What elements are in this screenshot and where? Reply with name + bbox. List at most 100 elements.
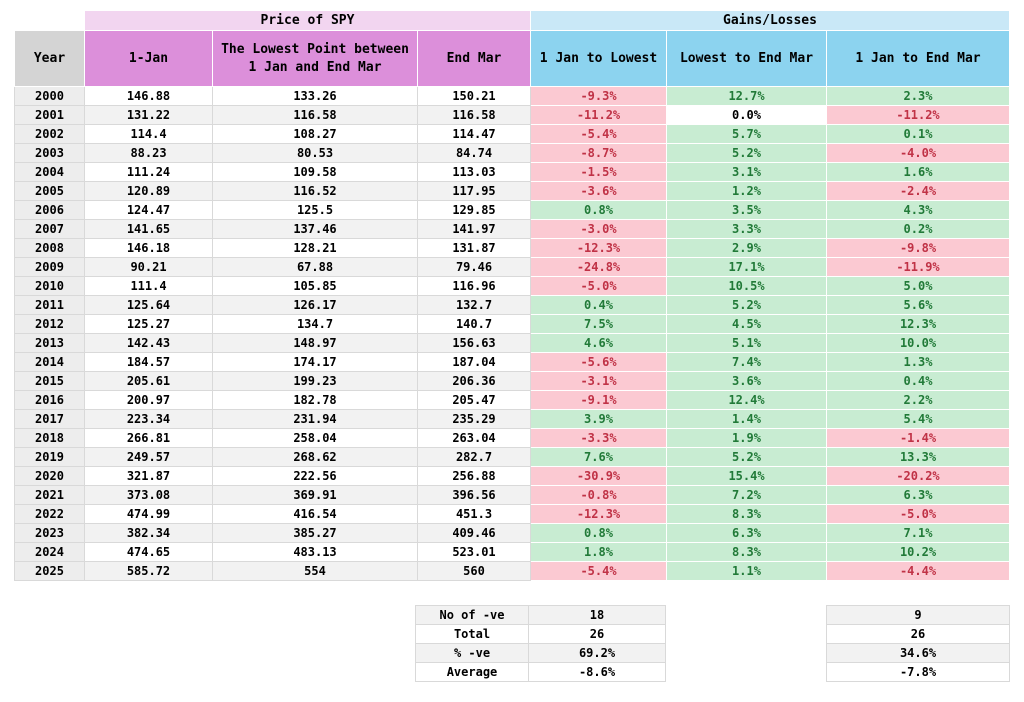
summary-value-1jan-to-lowest: 26 [528,624,666,644]
summary-value-1jan-to-endmar: 9 [826,605,1010,625]
gain-lowest-to-endmar-cell: 8.3% [666,542,827,562]
table-row: 2016 200.97 182.78 205.47 -9.1% 12.4% 2.2% [14,390,1010,410]
gain-lowest-to-endmar-cell: 8.3% [666,504,827,524]
price-lowest-cell: 128.21 [212,238,418,258]
price-1jan-cell: 146.88 [84,86,213,106]
price-endmar-cell: 140.7 [417,314,531,334]
price-lowest-cell: 416.54 [212,504,418,524]
summary-row: Average -8.6% [415,662,666,682]
table-row: 2000 146.88 133.26 150.21 -9.3% 12.7% 2.3% [14,86,1010,106]
price-lowest-cell: 369.91 [212,485,418,505]
gain-1jan-to-lowest-cell: -12.3% [530,504,667,524]
gain-lowest-to-endmar-cell: 1.1% [666,561,827,581]
gain-lowest-to-endmar-cell: 1.9% [666,428,827,448]
summary-row: -7.8% [826,662,1010,682]
year-cell: 2003 [14,143,85,163]
price-endmar-cell: 84.74 [417,143,531,163]
group-header-row: Price of SPY Gains/Losses [14,10,1010,31]
price-lowest-cell: 199.23 [212,371,418,391]
summary-left-body: No of -ve 18 Total 26% -ve 69.2% Average -8.6% [415,605,666,682]
gain-1jan-to-lowest-cell: -3.1% [530,371,667,391]
price-1jan-cell: 223.34 [84,409,213,429]
gain-1jan-to-endmar-cell: 13.3% [826,447,1010,467]
gain-1jan-to-lowest-cell: -8.7% [530,143,667,163]
gain-lowest-to-endmar-cell: 7.4% [666,352,827,372]
spy-price-gains-table: Price of SPY Gains/Losses Year 1-Jan The… [14,10,1010,581]
year-cell: 2019 [14,447,85,467]
price-1jan-cell: 382.34 [84,523,213,543]
gain-1jan-to-lowest-cell: -5.4% [530,561,667,581]
price-endmar-cell: 235.29 [417,409,531,429]
price-endmar-cell: 187.04 [417,352,531,372]
year-cell: 2025 [14,561,85,581]
price-endmar-cell: 116.58 [417,105,531,125]
price-lowest-cell: 182.78 [212,390,418,410]
table-row: 2013 142.43 148.97 156.63 4.6% 5.1% 10.0% [14,333,1010,353]
price-lowest-cell: 80.53 [212,143,418,163]
table-row: 2024 474.65 483.13 523.01 1.8% 8.3% 10.2% [14,542,1010,562]
price-lowest-cell: 116.58 [212,105,418,125]
price-1jan-cell: 90.21 [84,257,213,277]
corner-cell [14,10,85,31]
summary-row: 9 [826,605,1010,625]
gain-1jan-to-endmar-cell: 12.3% [826,314,1010,334]
price-lowest-cell: 231.94 [212,409,418,429]
table-row: 2018 266.81 258.04 263.04 -3.3% 1.9% -1.4% [14,428,1010,448]
year-cell: 2002 [14,124,85,144]
price-endmar-cell: 79.46 [417,257,531,277]
table-row: 2007 141.65 137.46 141.97 -3.0% 3.3% 0.2% [14,219,1010,239]
summary-table-1jan-to-lowest: No of -ve 18 Total 26% -ve 69.2% Average -8.6% [415,605,666,682]
summary-value-1jan-to-lowest: -8.6% [528,662,666,682]
price-endmar-cell: 156.63 [417,333,531,353]
table-row: 2020 321.87 222.56 256.88 -30.9% 15.4% -20.2% [14,466,1010,486]
gains-group-header: Gains/Losses [530,10,1010,31]
gain-1jan-to-lowest-cell: 0.4% [530,295,667,315]
gain-lowest-to-endmar-cell: 17.1% [666,257,827,277]
summary-row: 34.6% [826,643,1010,663]
price-lowest-cell: 258.04 [212,428,418,448]
gain-1jan-to-endmar-cell: -4.0% [826,143,1010,163]
gain-lowest-to-endmar-cell: 1.2% [666,181,827,201]
price-endmar-cell: 117.95 [417,181,531,201]
gain-1jan-to-lowest-cell: 4.6% [530,333,667,353]
price-endmar-cell: 116.96 [417,276,531,296]
table-row: 2003 88.23 80.53 84.74 -8.7% 5.2% -4.0% [14,143,1010,163]
summary-table-1jan-to-endmar: 9 26 34.6% -7.8% [826,605,1010,682]
table-row: 2015 205.61 199.23 206.36 -3.1% 3.6% 0.4% [14,371,1010,391]
table-row: 2023 382.34 385.27 409.46 0.8% 6.3% 7.1% [14,523,1010,543]
price-1jan-cell: 88.23 [84,143,213,163]
table-row: 2019 249.57 268.62 282.7 7.6% 5.2% 13.3% [14,447,1010,467]
col-header-lowest-to-endmar: Lowest to End Mar [666,30,827,87]
gain-lowest-to-endmar-cell: 3.6% [666,371,827,391]
table-row: 2012 125.27 134.7 140.7 7.5% 4.5% 12.3% [14,314,1010,334]
price-endmar-cell: 205.47 [417,390,531,410]
gain-1jan-to-endmar-cell: -11.9% [826,257,1010,277]
summary-label: % -ve [415,643,529,663]
gain-lowest-to-endmar-cell: 3.5% [666,200,827,220]
gain-1jan-to-endmar-cell: 6.3% [826,485,1010,505]
summary-value-1jan-to-endmar: 34.6% [826,643,1010,663]
gain-lowest-to-endmar-cell: 5.2% [666,143,827,163]
gain-lowest-to-endmar-cell: 2.9% [666,238,827,258]
price-1jan-cell: 111.24 [84,162,213,182]
table-row: 2014 184.57 174.17 187.04 -5.6% 7.4% 1.3% [14,352,1010,372]
year-cell: 2022 [14,504,85,524]
gain-lowest-to-endmar-cell: 5.7% [666,124,827,144]
summary-value-1jan-to-endmar: 26 [826,624,1010,644]
table-row: 2004 111.24 109.58 113.03 -1.5% 3.1% 1.6% [14,162,1010,182]
table-row: 2011 125.64 126.17 132.7 0.4% 5.2% 5.6% [14,295,1010,315]
gain-1jan-to-lowest-cell: 1.8% [530,542,667,562]
price-endmar-cell: 523.01 [417,542,531,562]
year-cell: 2008 [14,238,85,258]
col-header-1jan: 1-Jan [84,30,213,87]
gain-lowest-to-endmar-cell: 3.3% [666,219,827,239]
gain-1jan-to-endmar-cell: 1.3% [826,352,1010,372]
gain-1jan-to-endmar-cell: 10.0% [826,333,1010,353]
price-1jan-cell: 585.72 [84,561,213,581]
gain-lowest-to-endmar-cell: 1.4% [666,409,827,429]
year-cell: 2015 [14,371,85,391]
gain-1jan-to-lowest-cell: -9.3% [530,86,667,106]
price-endmar-cell: 141.97 [417,219,531,239]
table-row: 2006 124.47 125.5 129.85 0.8% 3.5% 4.3% [14,200,1010,220]
price-endmar-cell: 129.85 [417,200,531,220]
